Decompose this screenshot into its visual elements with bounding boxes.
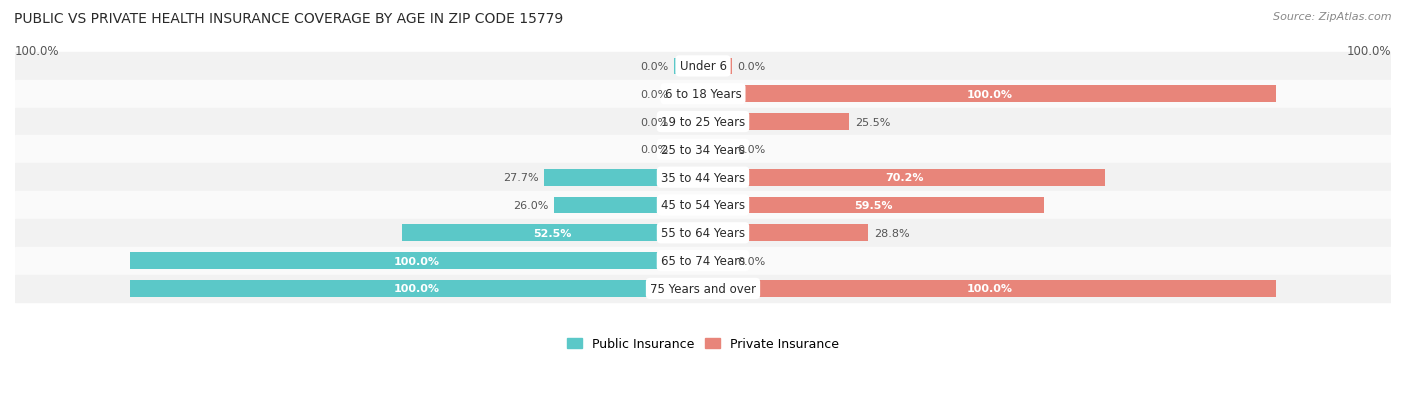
Bar — [402, 225, 703, 242]
Bar — [703, 114, 849, 131]
Bar — [15, 164, 1391, 192]
Text: 55 to 64 Years: 55 to 64 Years — [661, 227, 745, 240]
Text: Under 6: Under 6 — [679, 60, 727, 73]
Bar — [15, 247, 1391, 275]
Bar — [703, 58, 731, 75]
Bar — [15, 108, 1391, 136]
Text: 27.7%: 27.7% — [503, 173, 538, 183]
Bar — [703, 86, 1277, 103]
Text: 26.0%: 26.0% — [513, 200, 548, 211]
Legend: Public Insurance, Private Insurance: Public Insurance, Private Insurance — [562, 332, 844, 355]
Bar — [675, 142, 703, 158]
Text: Source: ZipAtlas.com: Source: ZipAtlas.com — [1274, 12, 1392, 22]
Text: 35 to 44 Years: 35 to 44 Years — [661, 171, 745, 184]
Text: PUBLIC VS PRIVATE HEALTH INSURANCE COVERAGE BY AGE IN ZIP CODE 15779: PUBLIC VS PRIVATE HEALTH INSURANCE COVER… — [14, 12, 564, 26]
Text: 59.5%: 59.5% — [855, 200, 893, 211]
Text: 0.0%: 0.0% — [737, 62, 766, 72]
Bar — [703, 253, 731, 269]
Text: 0.0%: 0.0% — [640, 117, 669, 127]
Text: 100.0%: 100.0% — [967, 90, 1012, 100]
Bar — [15, 136, 1391, 164]
Text: 100.0%: 100.0% — [15, 45, 59, 58]
Bar — [703, 169, 1105, 186]
Text: 70.2%: 70.2% — [884, 173, 924, 183]
Bar — [703, 197, 1045, 214]
Text: 25 to 34 Years: 25 to 34 Years — [661, 143, 745, 157]
Text: 0.0%: 0.0% — [737, 256, 766, 266]
Bar — [15, 81, 1391, 108]
Text: 0.0%: 0.0% — [640, 90, 669, 100]
Text: 0.0%: 0.0% — [640, 62, 669, 72]
Bar — [15, 53, 1391, 81]
Bar — [675, 86, 703, 103]
Bar — [703, 142, 731, 158]
Bar — [675, 58, 703, 75]
Text: 6 to 18 Years: 6 to 18 Years — [665, 88, 741, 101]
Text: 19 to 25 Years: 19 to 25 Years — [661, 116, 745, 129]
Bar — [129, 280, 703, 297]
Text: 100.0%: 100.0% — [394, 256, 439, 266]
Bar — [703, 225, 868, 242]
Bar — [129, 253, 703, 269]
Bar — [15, 192, 1391, 219]
Bar — [675, 114, 703, 131]
Bar — [703, 280, 1277, 297]
Bar — [15, 219, 1391, 247]
Text: 28.8%: 28.8% — [875, 228, 910, 238]
Text: 0.0%: 0.0% — [737, 145, 766, 155]
Bar — [554, 197, 703, 214]
Bar — [15, 275, 1391, 303]
Text: 52.5%: 52.5% — [533, 228, 572, 238]
Text: 0.0%: 0.0% — [640, 145, 669, 155]
Text: 75 Years and over: 75 Years and over — [650, 282, 756, 295]
Text: 100.0%: 100.0% — [1347, 45, 1391, 58]
Text: 100.0%: 100.0% — [394, 284, 439, 294]
Text: 25.5%: 25.5% — [855, 117, 890, 127]
Text: 65 to 74 Years: 65 to 74 Years — [661, 254, 745, 268]
Bar — [544, 169, 703, 186]
Text: 45 to 54 Years: 45 to 54 Years — [661, 199, 745, 212]
Text: 100.0%: 100.0% — [967, 284, 1012, 294]
